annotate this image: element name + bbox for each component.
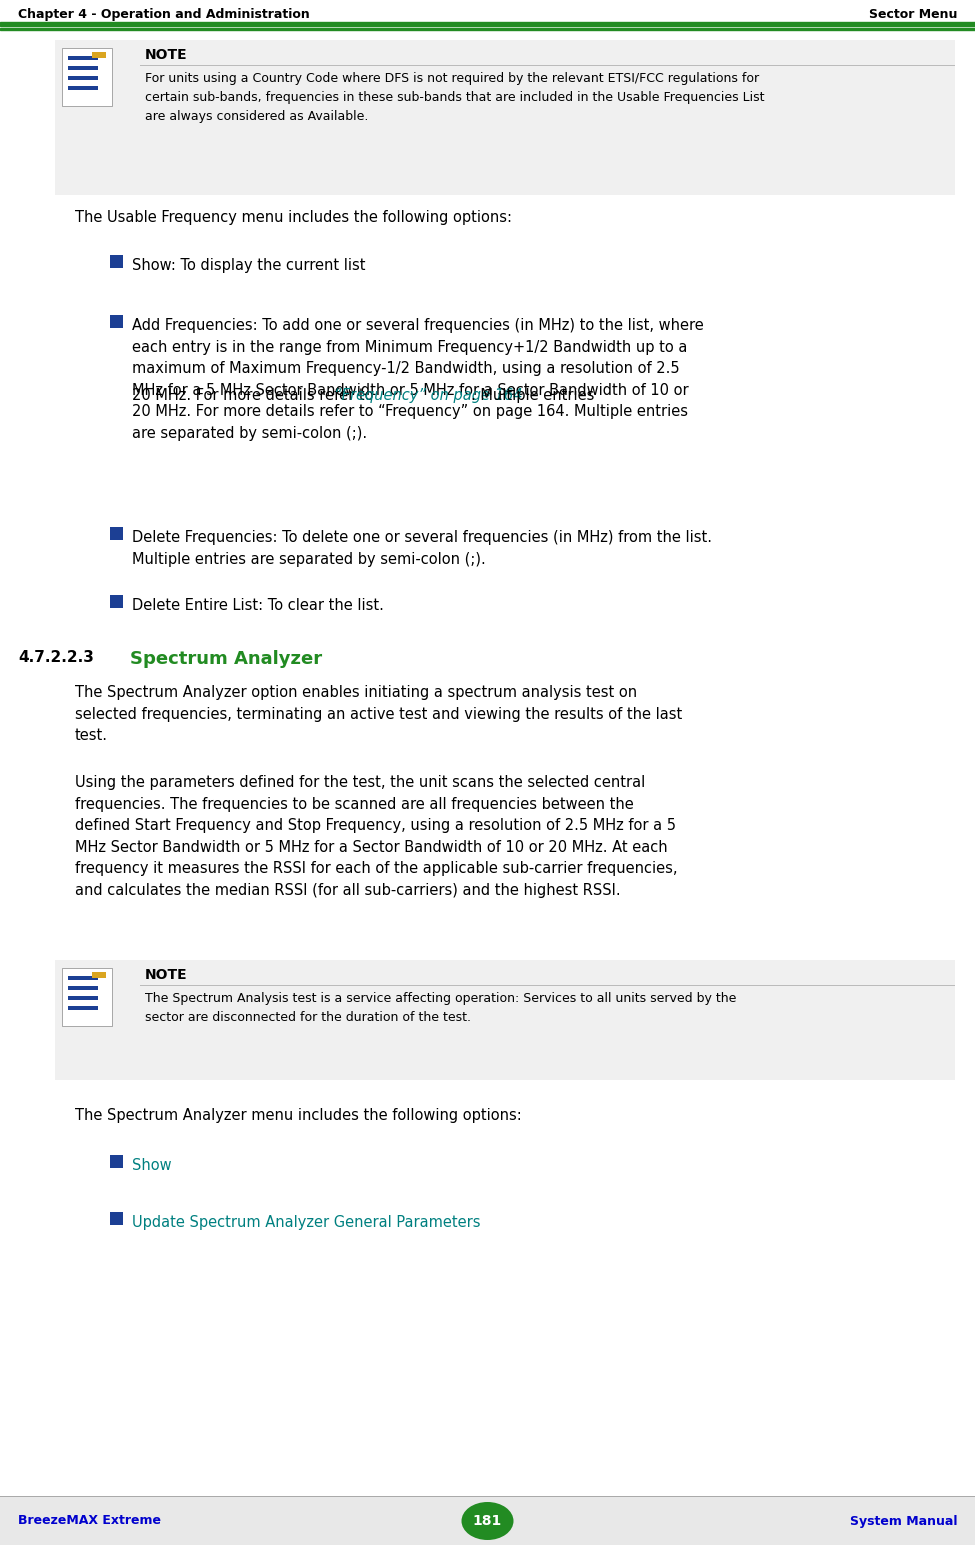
Bar [110, 1156, 123, 1168]
Bar [110, 1211, 123, 1225]
Bar [0, 22, 975, 26]
Bar [68, 986, 98, 990]
Text: Chapter 4 - Operation and Administration: Chapter 4 - Operation and Administration [18, 8, 310, 22]
Text: Delete Frequencies: To delete one or several frequencies (in MHz) from the list.: Delete Frequencies: To delete one or sev… [132, 530, 712, 567]
Bar [55, 959, 955, 1080]
Ellipse shape [461, 1502, 514, 1540]
Bar [68, 66, 98, 70]
Bar [68, 1006, 98, 1010]
Bar [0, 28, 975, 29]
Bar [110, 315, 123, 328]
Text: Using the parameters defined for the test, the unit scans the selected central
f: Using the parameters defined for the tes… [75, 776, 678, 898]
Bar [110, 595, 123, 609]
Bar [68, 997, 98, 1000]
Text: BreezeMAX Extreme: BreezeMAX Extreme [18, 1514, 161, 1528]
Bar [68, 56, 98, 60]
Bar [0, 1497, 975, 1545]
Bar [68, 76, 98, 80]
FancyBboxPatch shape [62, 48, 112, 107]
Bar [68, 976, 98, 980]
Text: Show: Show [132, 1159, 172, 1173]
Text: The Spectrum Analyzer menu includes the following options:: The Spectrum Analyzer menu includes the … [75, 1108, 522, 1123]
Text: Sector Menu: Sector Menu [869, 8, 957, 22]
Text: Add Frequencies: To add one or several frequencies (in MHz) to the list, where
e: Add Frequencies: To add one or several f… [132, 318, 704, 440]
Text: 20 MHz. For more details refer to: 20 MHz. For more details refer to [132, 388, 378, 403]
Text: Show: To display the current list: Show: To display the current list [132, 258, 366, 273]
Text: Spectrum Analyzer: Spectrum Analyzer [130, 650, 322, 667]
Bar [55, 40, 955, 195]
FancyBboxPatch shape [62, 969, 112, 1026]
Text: System Manual: System Manual [849, 1514, 957, 1528]
Text: The Usable Frequency menu includes the following options:: The Usable Frequency menu includes the f… [75, 210, 512, 226]
Text: The Spectrum Analyzer option enables initiating a spectrum analysis test on
sele: The Spectrum Analyzer option enables ini… [75, 684, 682, 743]
FancyBboxPatch shape [92, 53, 106, 59]
Text: Delete Entire List: To clear the list.: Delete Entire List: To clear the list. [132, 598, 384, 613]
Text: 4.7.2.2.3: 4.7.2.2.3 [18, 650, 94, 664]
Text: For units using a Country Code where DFS is not required by the relevant ETSI/FC: For units using a Country Code where DFS… [145, 73, 764, 124]
Bar [110, 527, 123, 541]
Text: . Multiple entries: . Multiple entries [471, 388, 595, 403]
Bar [68, 87, 98, 90]
Bar [110, 255, 123, 267]
Text: The Spectrum Analysis test is a service affecting operation: Services to all uni: The Spectrum Analysis test is a service … [145, 992, 736, 1024]
Text: 181: 181 [473, 1514, 502, 1528]
FancyBboxPatch shape [92, 972, 106, 978]
Text: NOTE: NOTE [145, 969, 187, 983]
Text: NOTE: NOTE [145, 48, 187, 62]
Text: “Frequency” on page 164: “Frequency” on page 164 [334, 388, 523, 403]
Text: Update Spectrum Analyzer General Parameters: Update Spectrum Analyzer General Paramet… [132, 1214, 481, 1230]
